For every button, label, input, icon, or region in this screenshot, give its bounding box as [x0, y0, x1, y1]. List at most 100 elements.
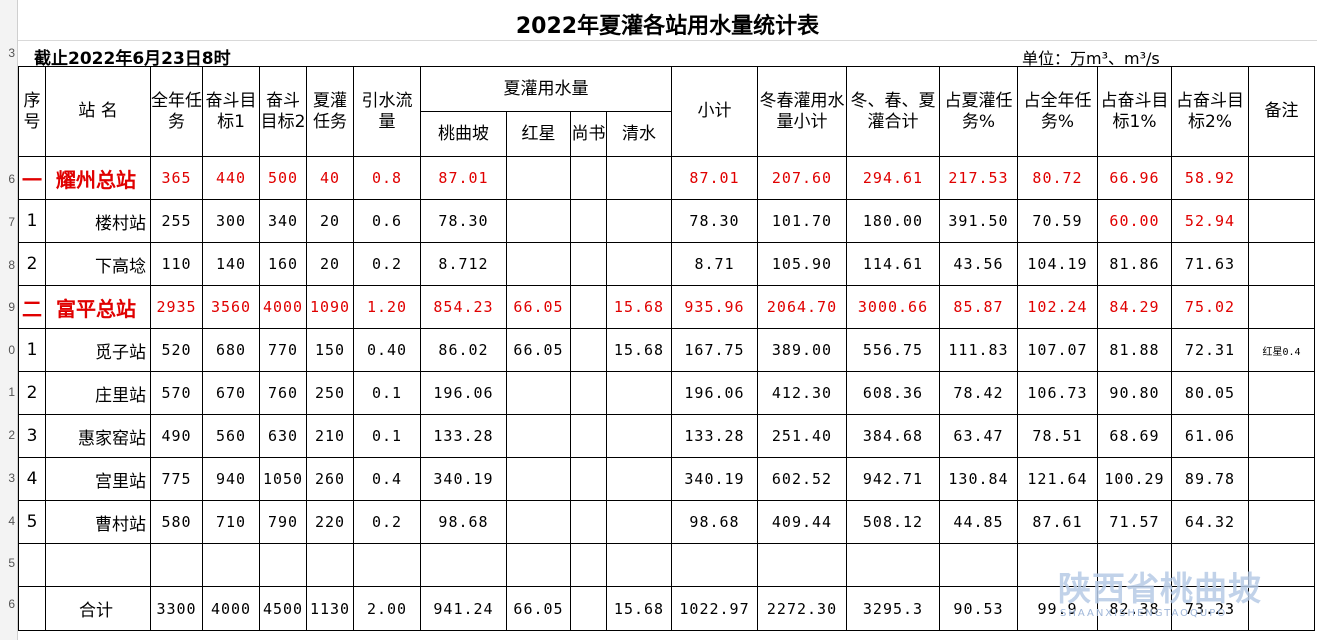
cell-remark[interactable]: [1248, 500, 1315, 544]
cell-flow[interactable]: 2.00: [353, 586, 421, 631]
cell-name[interactable]: 下高埝: [45, 242, 151, 286]
header-qingshui[interactable]: 清水: [606, 111, 672, 157]
row-number[interactable]: 3: [8, 471, 15, 485]
header-remark[interactable]: 备注: [1248, 66, 1315, 157]
cell-seq[interactable]: 二: [18, 285, 46, 329]
cell-flow[interactable]: 1.20: [353, 285, 421, 329]
row-number[interactable]: 0: [8, 343, 15, 357]
cell-pct-annual[interactable]: 80.72: [1017, 156, 1098, 200]
cell-winter-spring[interactable]: 409.44: [757, 500, 847, 544]
cell-annual[interactable]: 520: [150, 328, 203, 372]
cell-pct-t2[interactable]: 58.92: [1171, 156, 1249, 200]
cell-hongxing[interactable]: 66.05: [506, 285, 571, 329]
cell-flow[interactable]: 0.40: [353, 328, 421, 372]
cell-total[interactable]: 114.61: [846, 242, 940, 286]
cell-name[interactable]: 合计: [45, 586, 151, 631]
cell-winter-spring[interactable]: 2272.30: [757, 586, 847, 631]
cell-seq[interactable]: 5: [18, 500, 46, 544]
cell-flow[interactable]: 0.2: [353, 242, 421, 286]
cell-pct-annual[interactable]: 87.61: [1017, 500, 1098, 544]
cell-pct-summer[interactable]: [939, 543, 1018, 587]
cell-winter-spring[interactable]: [757, 543, 847, 587]
cell-qingshui[interactable]: [606, 414, 672, 458]
cell-shangshu[interactable]: [570, 414, 607, 458]
cell-summer[interactable]: 260: [306, 457, 354, 501]
cell-summer[interactable]: 210: [306, 414, 354, 458]
cell-t1[interactable]: 440: [202, 156, 260, 200]
cell-pct-t1[interactable]: 60.00: [1097, 199, 1172, 243]
cell-hongxing[interactable]: [506, 543, 571, 587]
cell-t1[interactable]: 680: [202, 328, 260, 372]
cell-name[interactable]: 耀州总站: [45, 156, 151, 200]
cell-shangshu[interactable]: [570, 500, 607, 544]
cell-hongxing[interactable]: [506, 156, 571, 200]
cell-seq[interactable]: 1: [18, 328, 46, 372]
cell-seq[interactable]: 2: [18, 371, 46, 415]
cell-pct-t1[interactable]: 100.29: [1097, 457, 1172, 501]
cell-summer[interactable]: 20: [306, 199, 354, 243]
cell-subtotal[interactable]: 935.96: [671, 285, 758, 329]
cell-name[interactable]: 觅子站: [45, 328, 151, 372]
cell-remark[interactable]: [1248, 285, 1315, 329]
header-pct-target1[interactable]: 占奋斗目标1%: [1097, 66, 1172, 157]
cell-t2[interactable]: 770: [259, 328, 307, 372]
header-flow[interactable]: 引水流量: [353, 66, 421, 157]
cell-annual[interactable]: 3300: [150, 586, 203, 631]
cell-pct-summer[interactable]: 217.53: [939, 156, 1018, 200]
cell-qingshui[interactable]: [606, 156, 672, 200]
cell-pct-annual[interactable]: 121.64: [1017, 457, 1098, 501]
cell-winter-spring[interactable]: 207.60: [757, 156, 847, 200]
cell-pct-t2[interactable]: [1171, 543, 1249, 587]
cell-annual[interactable]: [150, 543, 203, 587]
cell-pct-t1[interactable]: 90.80: [1097, 371, 1172, 415]
cell-pct-summer[interactable]: 130.84: [939, 457, 1018, 501]
cell-pct-annual[interactable]: 106.73: [1017, 371, 1098, 415]
cell-pct-t2[interactable]: 61.06: [1171, 414, 1249, 458]
cell-shangshu[interactable]: [570, 457, 607, 501]
cell-shangshu[interactable]: [570, 586, 607, 631]
cell-name[interactable]: 楼村站: [45, 199, 151, 243]
cell-t1[interactable]: 140: [202, 242, 260, 286]
cell-total[interactable]: 294.61: [846, 156, 940, 200]
cell-remark[interactable]: [1248, 414, 1315, 458]
cell-total[interactable]: 942.71: [846, 457, 940, 501]
cell-subtotal[interactable]: 8.71: [671, 242, 758, 286]
cell-t1[interactable]: 300: [202, 199, 260, 243]
cell-hongxing[interactable]: [506, 371, 571, 415]
cell-pct-t1[interactable]: 68.69: [1097, 414, 1172, 458]
cell-subtotal[interactable]: 98.68: [671, 500, 758, 544]
cell-pct-t1[interactable]: 66.96: [1097, 156, 1172, 200]
cell-taoqupo[interactable]: 78.30: [420, 199, 507, 243]
cell-hongxing[interactable]: [506, 500, 571, 544]
row-number[interactable]: 2: [8, 428, 15, 442]
cell-winter-spring[interactable]: 2064.70: [757, 285, 847, 329]
cell-annual[interactable]: 775: [150, 457, 203, 501]
cell-annual[interactable]: 2935: [150, 285, 203, 329]
cell-hongxing[interactable]: 66.05: [506, 586, 571, 631]
cell-taoqupo[interactable]: 196.06: [420, 371, 507, 415]
unit-label[interactable]: 单位：万m³、m³/s: [1022, 49, 1160, 68]
row-number[interactable]: 8: [8, 258, 15, 272]
cell-name[interactable]: 曹村站: [45, 500, 151, 544]
cell-seq[interactable]: [18, 543, 46, 587]
cell-taoqupo[interactable]: [420, 543, 507, 587]
cell-taoqupo[interactable]: 854.23: [420, 285, 507, 329]
cell-qingshui[interactable]: 15.68: [606, 285, 672, 329]
row-number[interactable]: 4: [8, 514, 15, 528]
cell-subtotal[interactable]: 87.01: [671, 156, 758, 200]
cell-pct-t1[interactable]: 71.57: [1097, 500, 1172, 544]
cell-t1[interactable]: [202, 543, 260, 587]
cell-taoqupo[interactable]: 941.24: [420, 586, 507, 631]
cell-taoqupo[interactable]: 340.19: [420, 457, 507, 501]
cell-pct-annual[interactable]: 107.07: [1017, 328, 1098, 372]
header-pct-annual[interactable]: 占全年任务%: [1017, 66, 1098, 157]
header-station[interactable]: 站 名: [45, 66, 151, 157]
cell-remark[interactable]: [1248, 371, 1315, 415]
cell-subtotal[interactable]: 167.75: [671, 328, 758, 372]
cell-total[interactable]: 384.68: [846, 414, 940, 458]
cell-hongxing[interactable]: [506, 414, 571, 458]
as-of-date[interactable]: 截止2022年6月23日8时: [34, 49, 231, 69]
cell-taoqupo[interactable]: 86.02: [420, 328, 507, 372]
cell-pct-t1[interactable]: 84.29: [1097, 285, 1172, 329]
cell-summer[interactable]: 220: [306, 500, 354, 544]
